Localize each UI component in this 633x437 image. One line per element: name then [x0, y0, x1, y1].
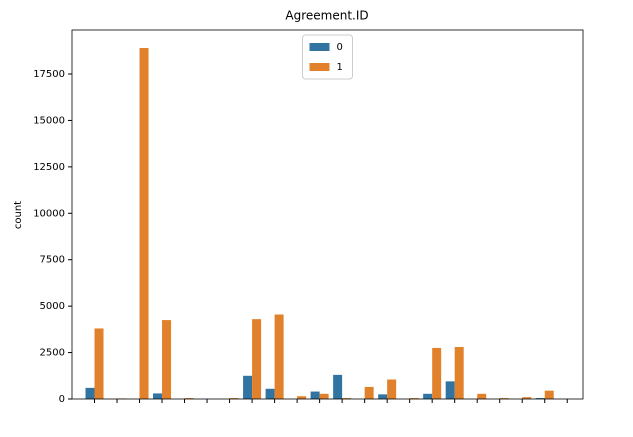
legend-label: 1 — [337, 62, 343, 73]
bar — [265, 388, 275, 399]
bar — [409, 398, 419, 399]
bar — [310, 391, 320, 399]
y-tick-label: 17500 — [33, 69, 65, 80]
y-tick-label: 0 — [59, 394, 65, 405]
chart-title: Agreement.ID — [285, 9, 368, 23]
y-axis-label: count — [13, 201, 24, 229]
legend-swatch — [309, 43, 330, 51]
legend-swatch — [309, 63, 330, 71]
bar — [243, 375, 253, 399]
bar — [85, 387, 95, 399]
legend-label: 0 — [337, 42, 343, 53]
bar — [153, 393, 163, 399]
bar — [454, 347, 464, 399]
bar — [499, 398, 509, 399]
y-tick-label: 5000 — [40, 301, 65, 312]
bar — [522, 397, 532, 399]
plot-frame — [71, 29, 584, 400]
bar — [184, 398, 194, 399]
legend-box — [302, 34, 353, 80]
bar — [252, 319, 262, 399]
bar — [544, 390, 554, 399]
bar — [333, 374, 343, 399]
bar — [477, 393, 487, 399]
y-tick-label: 15000 — [33, 115, 65, 126]
bar — [342, 398, 352, 399]
bar — [319, 393, 329, 399]
bar — [445, 381, 455, 399]
bar — [297, 396, 307, 399]
bar — [139, 48, 149, 400]
bar — [535, 398, 545, 399]
bar — [387, 379, 397, 399]
bar — [274, 314, 284, 399]
bar — [432, 347, 442, 399]
y-tick-label: 10000 — [33, 208, 65, 219]
y-tick-label: 2500 — [40, 348, 65, 359]
y-tick-label: 12500 — [33, 162, 65, 173]
bar — [364, 386, 374, 399]
y-tick-label: 7500 — [40, 255, 65, 266]
bar — [378, 394, 388, 399]
bar — [94, 328, 104, 399]
bar — [229, 398, 239, 399]
bar — [162, 320, 172, 399]
bar — [423, 393, 433, 399]
